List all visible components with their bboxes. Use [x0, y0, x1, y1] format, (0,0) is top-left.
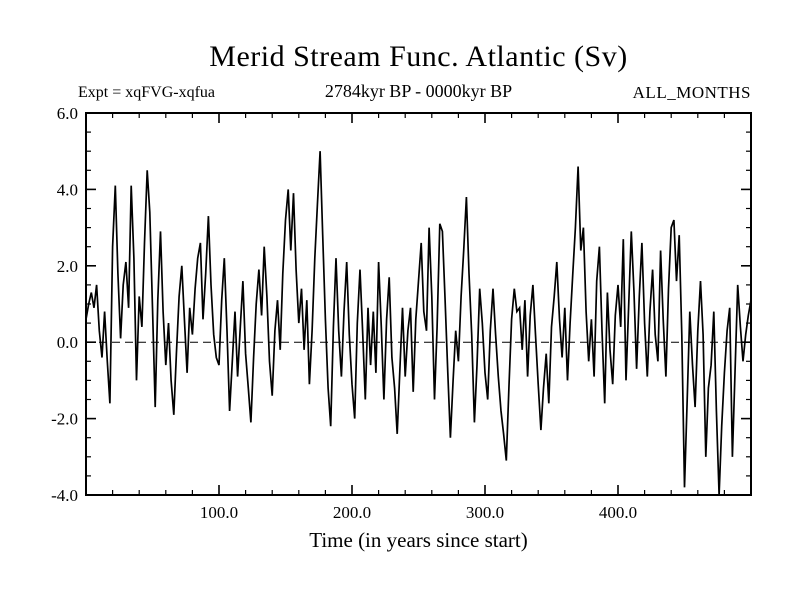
- x-tick-label: 100.0: [200, 503, 238, 522]
- y-tick-label: 6.0: [57, 104, 78, 123]
- x-tick-label: 300.0: [466, 503, 504, 522]
- chart-title: Merid Stream Func. Atlantic (Sv): [209, 40, 628, 73]
- y-tick-label: 4.0: [57, 180, 78, 199]
- experiment-label: Expt = xqFVG-xqfua: [78, 84, 216, 101]
- x-tick-label: 400.0: [599, 503, 637, 522]
- data-series-line: [85, 151, 752, 496]
- plot-box: [85, 112, 752, 496]
- y-tick-label: -4.0: [51, 486, 78, 505]
- period-label: 2784kyr BP - 0000kyr BP: [324, 81, 513, 101]
- y-tick-label: 2.0: [57, 257, 78, 276]
- y-tick-label: 0.0: [57, 333, 78, 352]
- y-tick-label: -2.0: [51, 410, 78, 429]
- x-axis-title: Time (in years since start): [309, 528, 528, 552]
- months-label: ALL_MONTHS: [632, 83, 751, 102]
- x-tick-label: 200.0: [333, 503, 371, 522]
